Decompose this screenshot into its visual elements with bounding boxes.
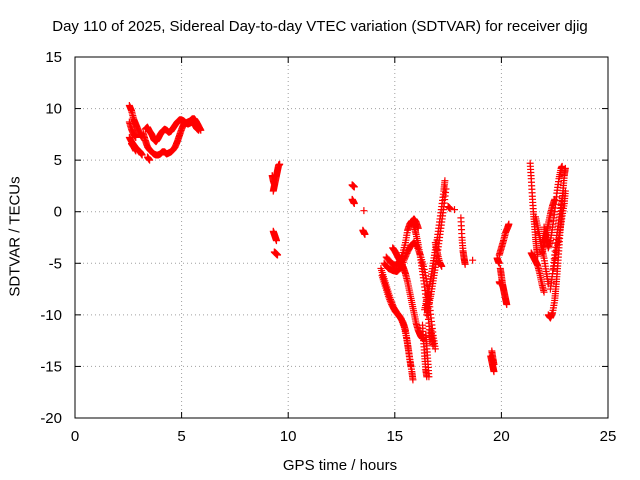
data-point — [503, 301, 511, 309]
data-point — [361, 230, 369, 238]
x-tick-label: 10 — [280, 428, 297, 445]
data-point — [469, 256, 477, 264]
data-point — [385, 294, 393, 302]
y-tick-label: 15 — [45, 49, 62, 66]
data-point — [414, 224, 422, 232]
data-point — [495, 259, 503, 267]
data-point — [442, 185, 450, 193]
data-point — [398, 317, 406, 325]
data-point — [132, 133, 140, 141]
plot-frame — [74, 56, 609, 419]
data-point — [396, 258, 404, 266]
data-point — [398, 253, 406, 261]
data-point — [272, 237, 280, 245]
data-point — [505, 220, 513, 228]
y-axis-label: SDTVAR / TECUs — [6, 176, 24, 297]
y-tick-label: 5 — [54, 152, 62, 169]
data-point — [350, 199, 358, 207]
x-axis-label: GPS time / hours — [282, 457, 398, 474]
x-tick-label: 0 — [71, 428, 79, 445]
data-point — [446, 205, 454, 213]
data-point — [132, 147, 140, 155]
data-point — [276, 160, 284, 168]
data-point — [490, 360, 498, 368]
data-point — [386, 297, 394, 305]
x-tick-label: 25 — [600, 428, 617, 445]
data-point — [561, 187, 569, 195]
data-point — [400, 322, 408, 330]
data-point — [407, 361, 415, 369]
data-point — [350, 183, 358, 191]
y-tick-label: -15 — [40, 358, 62, 375]
data-point — [395, 259, 403, 267]
y-tick-label: -10 — [40, 307, 62, 324]
data-point — [397, 254, 405, 262]
data-point — [398, 318, 406, 326]
data-point — [138, 151, 146, 159]
data-point — [441, 177, 449, 185]
data-point — [360, 207, 368, 215]
data-point — [561, 164, 569, 172]
x-tick-label: 5 — [177, 428, 185, 445]
data-point — [438, 262, 446, 270]
chart-title: Day 110 of 2025, Sidereal Day-to-day VTE… — [52, 18, 588, 35]
data-point — [396, 256, 404, 264]
data-point — [274, 251, 282, 259]
data-point — [146, 156, 154, 164]
x-tick-label: 20 — [493, 428, 510, 445]
y-tick-label: 0 — [54, 204, 62, 221]
data-point — [540, 288, 548, 296]
data-point — [397, 263, 405, 271]
data-point — [490, 368, 498, 376]
data-point — [386, 296, 394, 304]
data-point — [429, 342, 437, 350]
data-point — [270, 180, 278, 188]
x-tick-label: 15 — [386, 428, 403, 445]
data-point — [195, 126, 203, 134]
data-point — [399, 320, 407, 328]
data-point — [551, 195, 559, 203]
data-point — [450, 206, 458, 214]
y-tick-label: -20 — [40, 410, 62, 427]
data-point — [461, 260, 469, 268]
data-point — [384, 292, 392, 300]
y-tick-label: 10 — [45, 101, 62, 118]
y-tick-label: -5 — [49, 255, 62, 272]
data-point — [409, 376, 417, 384]
data-point — [423, 373, 431, 381]
data-point — [397, 315, 405, 323]
